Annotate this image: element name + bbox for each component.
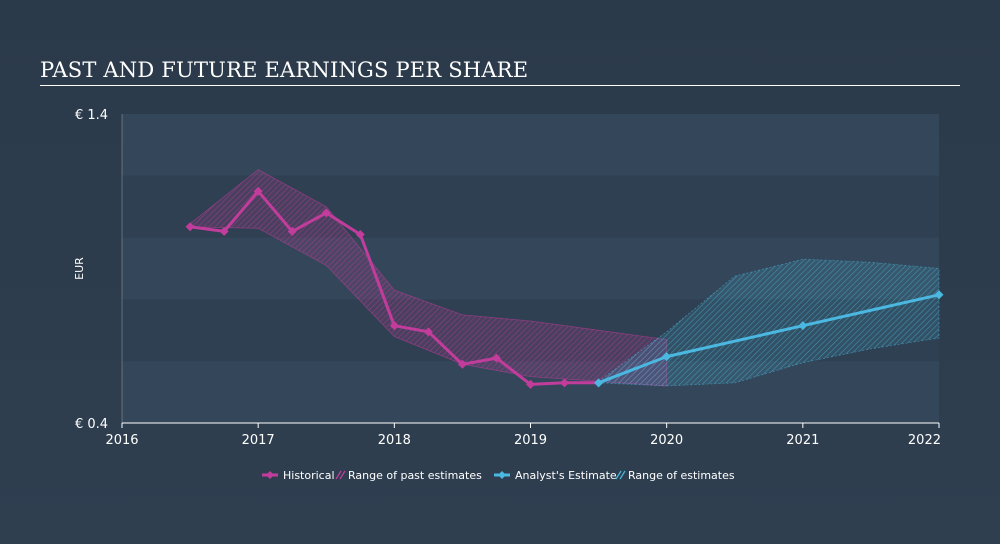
legend-marker — [266, 471, 274, 479]
legend-hatch-swatch — [339, 470, 346, 480]
estimate-point — [594, 378, 604, 388]
historical-point — [355, 230, 365, 240]
historical-point — [321, 208, 331, 218]
estimate-point — [934, 290, 944, 300]
x-tick-label: 2016 — [105, 433, 138, 448]
x-tick-label: 2022 — [908, 433, 941, 448]
x-tick-label: 2021 — [786, 433, 819, 448]
legend-label: Range of past estimates — [348, 469, 482, 482]
historical-point — [457, 359, 467, 369]
series-lines — [185, 186, 944, 389]
axes — [121, 114, 940, 428]
estimate-point — [798, 321, 808, 331]
legend-label: Range of estimates — [628, 469, 735, 482]
legend-label: Historical — [283, 469, 335, 482]
historical-point — [185, 222, 195, 232]
x-tick-label: 2017 — [242, 433, 275, 448]
legend-marker — [498, 471, 506, 479]
analyst-estimate-line — [597, 293, 941, 385]
historical-point — [287, 226, 297, 236]
legend-historical: Historical — [262, 469, 335, 482]
legend-analyst-estimate: Analyst's Estimate — [494, 469, 617, 482]
chart-title: PAST AND FUTURE EARNINGS PER SHARE — [40, 58, 529, 82]
historical-point — [389, 321, 399, 331]
x-tick-label: 2020 — [650, 433, 683, 448]
historical-point — [219, 226, 229, 236]
legend-hatch-swatch — [615, 470, 622, 480]
y-tick-label-max: € 1.4 — [75, 108, 108, 123]
legend-label: Analyst's Estimate — [515, 469, 617, 482]
historical-point — [526, 379, 535, 389]
x-axis-labels: 2016 2017 2018 2019 2020 2021 2022 — [105, 433, 941, 448]
y-tick-label-min: € 0.4 — [75, 417, 108, 432]
legend-hatch-swatch — [619, 470, 626, 480]
legend-estimates-range: Range of estimates — [615, 469, 735, 482]
legend-hatch-swatch — [335, 470, 342, 480]
y-axis-labels: € 1.4 € 0.4 EUR — [73, 108, 108, 432]
legend: Historical Range of past estimates Analyst… — [262, 469, 735, 482]
estimate-point — [662, 352, 672, 362]
legend-past-range: Range of past estimates — [335, 469, 482, 482]
title-divider — [40, 85, 960, 86]
x-tick-label: 2018 — [378, 433, 411, 448]
grid-band — [122, 114, 939, 176]
historical-point — [253, 186, 263, 196]
x-tick-label: 2019 — [514, 433, 547, 448]
historical-point — [423, 327, 433, 337]
historical-point — [491, 353, 501, 363]
y-axis-title: EUR — [73, 257, 86, 280]
historical-point — [560, 378, 570, 388]
